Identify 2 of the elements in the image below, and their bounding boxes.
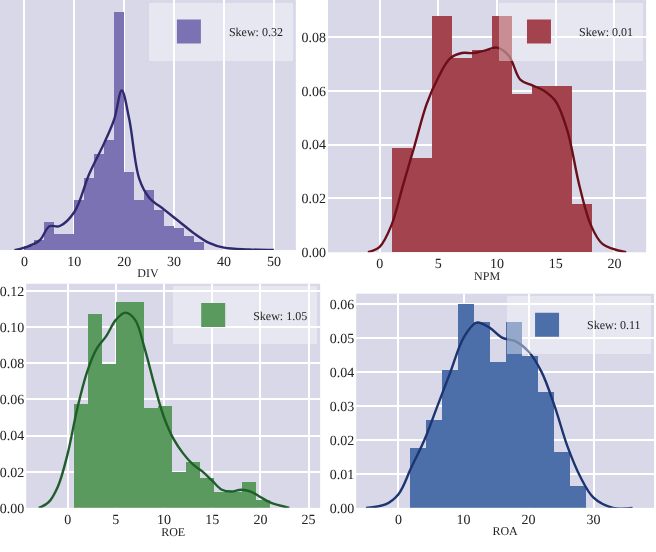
line-series xyxy=(366,46,628,253)
line-series xyxy=(37,311,291,508)
